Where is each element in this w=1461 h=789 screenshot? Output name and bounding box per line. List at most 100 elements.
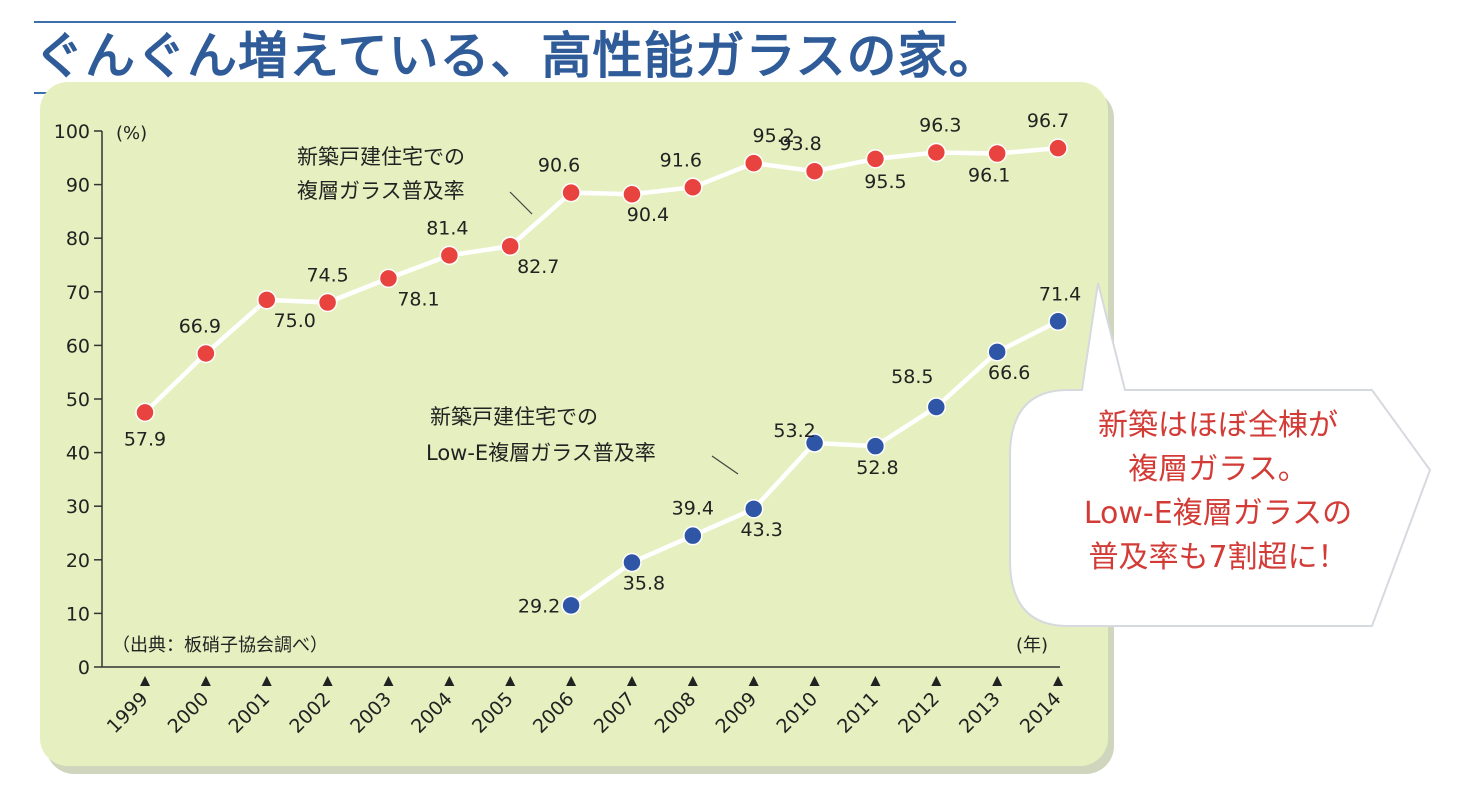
data-label: 93.8	[779, 133, 821, 155]
red-data-point	[500, 236, 520, 256]
data-label: 90.6	[538, 155, 580, 177]
red-data-point	[743, 153, 764, 173]
x-tick-marker	[444, 676, 455, 686]
x-tick-label: 2002	[285, 688, 335, 738]
data-label: 43.3	[741, 519, 783, 541]
red-data-point	[378, 268, 399, 289]
red-data-point	[622, 184, 642, 204]
x-tick-marker	[505, 676, 516, 686]
data-label: 57.9	[124, 428, 166, 450]
x-tick-marker	[200, 676, 211, 686]
red-data-point	[1048, 138, 1068, 158]
x-tick-label: 2013	[955, 688, 1005, 738]
callout-text: 新築はほぼ全棟が 複層ガラス。 Low-E複層ガラスの 普及率も7割超に！	[1048, 404, 1388, 580]
series-1-name-line: 新築戸建住宅での	[297, 145, 465, 169]
x-tick-label: 2004	[407, 688, 457, 738]
red-data-point	[987, 143, 1007, 164]
y-tick-label: 100	[54, 121, 90, 143]
blue-data-point	[1048, 311, 1068, 332]
series-2-name-line: Low-E複層ガラス普及率	[426, 441, 656, 465]
title-top-rule	[34, 21, 956, 23]
x-tick-label: 2008	[651, 688, 701, 738]
data-label: 74.5	[306, 265, 348, 287]
x-tick-label: 2011	[833, 688, 883, 738]
x-tick-label: 2000	[164, 688, 214, 738]
callout-line: 普及率も7割超に！	[1088, 540, 1348, 575]
data-label: 66.6	[988, 362, 1030, 384]
x-tick-marker	[383, 676, 394, 686]
page-title: ぐんぐん増えている、高性能ガラスの家。	[34, 27, 1000, 85]
callout-line: 複層ガラス。	[1128, 452, 1308, 487]
red-data-point	[926, 142, 947, 163]
series-1-leader-line	[509, 191, 533, 215]
data-label: 78.1	[397, 288, 439, 310]
x-tick-label: 2001	[225, 688, 275, 738]
y-tick-label: 20	[66, 550, 90, 572]
blue-data-point	[804, 433, 825, 453]
red-data-point	[561, 182, 581, 203]
data-label: 58.5	[891, 366, 933, 388]
x-tick-label: 2003	[346, 688, 396, 738]
x-tick-marker	[1053, 676, 1064, 686]
blue-data-point	[865, 436, 886, 456]
x-tick-label: 1999	[103, 688, 153, 738]
x-tick-label: 2009	[711, 688, 761, 738]
data-label: 52.8	[856, 457, 898, 479]
x-tick-marker	[748, 676, 759, 686]
data-label: 90.4	[627, 204, 669, 226]
x-tick-marker	[870, 676, 881, 686]
x-tick-marker	[687, 676, 698, 686]
y-tick-label: 30	[66, 496, 90, 518]
x-tick-marker	[809, 676, 820, 686]
data-label: 29.2	[518, 595, 560, 617]
x-tick-marker	[566, 676, 577, 686]
series-2-leader-line	[711, 455, 739, 475]
y-tick-label: 60	[66, 335, 90, 357]
data-label: 95.2	[753, 125, 795, 147]
callout-line: 新築はほぼ全棟が	[1098, 408, 1338, 443]
y-tick-label: 90	[66, 175, 90, 197]
data-label: 96.1	[968, 165, 1010, 187]
y-tick-label: 50	[66, 389, 90, 411]
source-note: （出典：板硝子協会調べ）	[112, 635, 328, 656]
red-data-point	[256, 290, 277, 310]
data-label: 81.4	[426, 217, 468, 239]
y-axis-unit: (%)	[116, 123, 147, 144]
red-data-point	[683, 177, 703, 198]
x-tick-label: 2007	[590, 688, 640, 738]
blue-data-point	[987, 342, 1007, 362]
blue-data-point	[622, 552, 642, 573]
red-data-point	[804, 161, 825, 181]
y-tick-label: 40	[66, 443, 90, 465]
callout-line: Low-E複層ガラスの	[1083, 496, 1353, 531]
blue-data-point	[683, 525, 703, 546]
data-label: 95.5	[864, 171, 906, 193]
y-tick-label: 70	[66, 282, 90, 304]
x-tick-label: 2012	[894, 688, 944, 738]
blue-data-point	[561, 595, 581, 616]
x-tick-marker	[322, 676, 333, 686]
y-tick-label: 10	[66, 603, 90, 625]
x-tick-marker	[626, 676, 637, 686]
red-data-point	[865, 149, 886, 169]
series-2-name-line: 新築戸建住宅での	[430, 405, 598, 429]
red-data-point	[135, 402, 155, 423]
callout-bubble	[1009, 282, 1432, 627]
x-tick-label: 2005	[468, 688, 518, 738]
x-tick-label: 2010	[772, 688, 822, 738]
data-label: 66.9	[179, 315, 221, 337]
blue-data-point	[743, 499, 764, 519]
x-tick-marker	[992, 676, 1003, 686]
x-tick-marker	[140, 676, 150, 686]
x-tick-label: 2014	[1016, 688, 1066, 738]
y-tick-label: 0	[78, 657, 90, 679]
blue-data-point	[926, 397, 947, 417]
red-data-point	[317, 292, 338, 313]
data-label: 71.4	[1039, 283, 1081, 305]
series-1-name-line: 複層ガラス普及率	[297, 179, 465, 203]
red-data-point	[439, 245, 460, 266]
y-tick-label: 80	[66, 228, 90, 250]
series-1-line	[143, 145, 1059, 415]
data-label: 75.0	[274, 310, 316, 332]
